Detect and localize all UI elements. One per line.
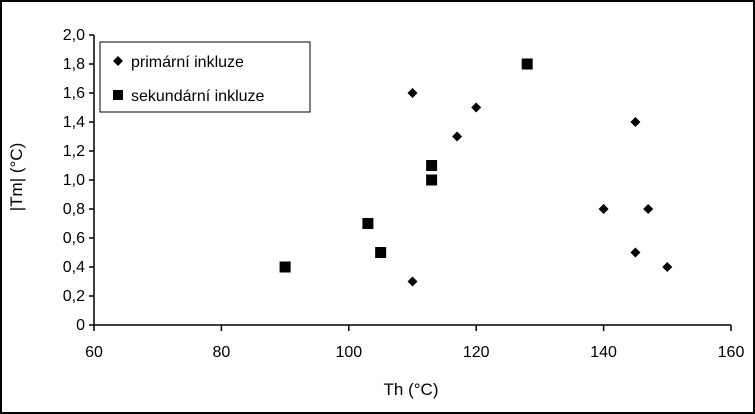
y-tick-label: 0,4: [63, 259, 85, 276]
point-secondary: [375, 247, 387, 258]
point-secondary: [279, 261, 291, 273]
point-primary: [662, 262, 673, 272]
point-primary: [630, 247, 641, 258]
point-primary: [407, 88, 418, 98]
data-points: [279, 58, 673, 287]
point-secondary: [362, 218, 374, 229]
legend-square-marker: [113, 90, 123, 100]
y-tick-label: 2,0: [63, 27, 85, 44]
x-axis: 60 80 100 120 140 160: [85, 324, 745, 361]
x-tick-label: 60: [85, 344, 103, 361]
legend: primární inkluze sekundární inkluze: [99, 41, 311, 113]
y-tick-label: 1,4: [63, 114, 85, 131]
point-secondary: [426, 174, 438, 186]
y-tick-label: 0,2: [63, 288, 85, 305]
y-axis-label: |Tm| (°C): [7, 143, 26, 212]
y-tick-label: 1,8: [63, 56, 85, 73]
legend-box: [99, 41, 311, 113]
y-tick-label: 0,6: [63, 230, 85, 247]
point-primary: [598, 204, 609, 214]
point-primary: [630, 117, 641, 127]
x-axis-label: Th (°C): [384, 380, 439, 399]
legend-entry-primary: primární inkluze: [131, 54, 244, 71]
point-secondary: [426, 160, 438, 171]
legend-entry-secondary: sekundární inkluze: [131, 88, 265, 105]
legend-diamond-marker: [113, 56, 123, 66]
y-tick-label: 0,8: [63, 201, 85, 218]
y-tick-label: 1,2: [63, 143, 85, 160]
point-primary: [407, 276, 418, 287]
point-primary: [643, 204, 654, 214]
x-tick-label: 80: [213, 344, 231, 361]
x-tick-label: 140: [590, 344, 617, 361]
x-tick-label: 120: [463, 344, 490, 361]
y-tick-label: 1,6: [63, 85, 85, 102]
point-secondary: [521, 58, 533, 70]
point-primary: [471, 102, 482, 113]
x-tick-label: 160: [718, 344, 745, 361]
point-primary: [452, 131, 463, 142]
y-tick-label: 1,0: [63, 172, 85, 189]
y-axis: 0 0,2 0,4 0,6 0,8 1,0 1,2 1,4 1,6 1,8 2,0: [63, 27, 95, 334]
x-tick-label: 100: [335, 344, 362, 361]
y-tick-label: 0: [76, 317, 85, 334]
